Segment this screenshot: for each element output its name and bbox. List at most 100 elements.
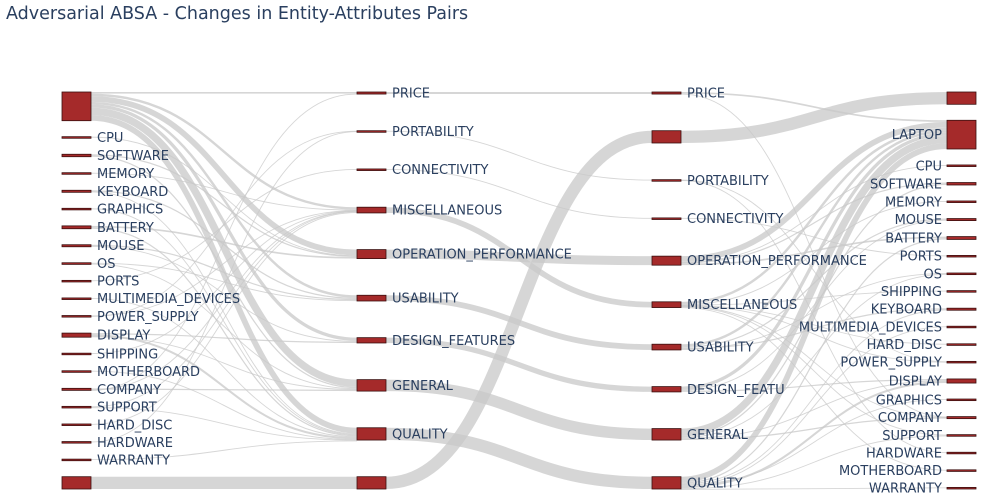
label-c4_graphics: GRAPHICS <box>876 393 942 408</box>
node-c4_multimedia[interactable] <box>946 325 977 329</box>
node-c1_graphics[interactable] <box>61 207 92 211</box>
link-c1_memory-c2_misc <box>90 172 358 211</box>
link-c1_company-c2_general <box>90 388 358 392</box>
node-c1_keyboard[interactable] <box>61 189 92 193</box>
node-c2_usability[interactable] <box>356 294 387 302</box>
link-c3_design-c4_laptop <box>680 132 948 390</box>
node-c2_portability[interactable] <box>356 130 387 133</box>
node-c2_general[interactable] <box>356 379 387 392</box>
node-c4_graphics[interactable] <box>946 398 977 402</box>
link-c2_quality-c3_quality <box>385 427 653 489</box>
node-c1_company[interactable] <box>61 387 92 391</box>
node-c4_warranty[interactable] <box>946 486 977 490</box>
node-c1_blank_bottom[interactable] <box>61 476 92 490</box>
node-c2_price[interactable] <box>356 91 387 95</box>
label-c2_misc: MISCELLANEOUS <box>392 204 502 219</box>
node-c1_support[interactable] <box>61 405 92 409</box>
link-c3_general-c4_display <box>680 380 948 439</box>
node-c3_connectivity[interactable] <box>651 217 682 220</box>
node-c4_company[interactable] <box>946 416 977 420</box>
node-c4_mouse[interactable] <box>946 218 977 221</box>
label-c3_misc: MISCELLANEOUS <box>687 298 797 313</box>
node-c4_memory[interactable] <box>946 200 977 203</box>
label-c1_os: OS <box>97 257 115 272</box>
node-c4_battery[interactable] <box>946 236 977 240</box>
node-c1_battery[interactable] <box>61 225 92 230</box>
label-c3_general: GENERAL <box>687 428 749 443</box>
link-c1_company-c2_misc <box>90 210 358 391</box>
node-c1_harddisc[interactable] <box>61 423 92 426</box>
label-c3_usability: USABILITY <box>687 341 754 356</box>
label-c4_keyboard: KEYBOARD <box>871 303 942 318</box>
node-c4_software[interactable] <box>946 182 977 186</box>
node-c3_misc[interactable] <box>651 301 682 308</box>
node-c1_power[interactable] <box>61 315 92 318</box>
node-c3_price[interactable] <box>651 91 682 95</box>
link-c1_power-c2_misc <box>90 210 358 317</box>
node-c4_power[interactable] <box>946 360 977 364</box>
link-c3_quality-c4_multimedia <box>680 326 948 487</box>
node-c1_mouse[interactable] <box>61 244 92 248</box>
node-c1_shipping[interactable] <box>61 352 92 356</box>
node-c1_os[interactable] <box>61 262 92 265</box>
node-c4_hardware[interactable] <box>946 451 977 455</box>
link-c2_portability-c3_portability <box>385 130 653 181</box>
nodes-layer <box>61 91 977 490</box>
node-c1_software[interactable] <box>61 153 92 158</box>
link-c3_quality-c4_keyboard <box>680 309 948 485</box>
link-c1_multimedia-c2_quality <box>90 297 358 438</box>
node-c2_opperf[interactable] <box>356 249 387 260</box>
node-c4_laptop[interactable] <box>946 119 977 150</box>
node-c2_connectivity[interactable] <box>356 168 387 171</box>
link-c1_support-c2_misc <box>90 211 358 408</box>
label-c1_ports: PORTS <box>97 275 139 290</box>
node-c4_harddisc[interactable] <box>946 343 977 346</box>
node-c3_general[interactable] <box>651 428 682 441</box>
node-c1_multimedia[interactable] <box>61 297 92 300</box>
link-c3_quality-c4_laptop <box>680 143 948 483</box>
node-c2_blank[interactable] <box>356 476 387 490</box>
link-c1_cpu-c2_opperf <box>90 136 358 257</box>
link-c1_blank_top-c2_opperf <box>90 96 358 256</box>
label-c3_portability: PORTABILITY <box>687 174 769 189</box>
node-c4_keyboard[interactable] <box>946 307 977 311</box>
node-c4_support[interactable] <box>946 434 977 437</box>
node-c4_motherboard[interactable] <box>946 469 977 472</box>
link-c3_price-c4_laptop <box>680 92 948 122</box>
node-c4_shipping[interactable] <box>946 290 977 293</box>
node-c1_display[interactable] <box>61 332 92 338</box>
node-c3_portability[interactable] <box>651 179 682 182</box>
link-c3_usability-c4_keyboard <box>680 308 948 350</box>
node-c2_design[interactable] <box>356 337 387 344</box>
node-c3_usability[interactable] <box>651 343 682 351</box>
node-c3_quality[interactable] <box>651 476 682 490</box>
link-c3_misc-c4_laptop <box>680 127 948 305</box>
label-c4_memory: MEMORY <box>885 195 942 210</box>
link-c1_display-c2_general <box>90 336 358 390</box>
node-c4_os[interactable] <box>946 272 977 276</box>
node-c1_hardware[interactable] <box>61 441 92 444</box>
node-c1_motherboard[interactable] <box>61 370 92 373</box>
label-c2_design: DESIGN_FEATURES <box>392 334 515 349</box>
link-c1_mouse-c2_usability <box>90 244 358 301</box>
node-c4_ports[interactable] <box>946 255 977 258</box>
link-c1_display-c2_quality <box>90 334 358 440</box>
node-c4_display[interactable] <box>946 378 977 384</box>
node-c3_opperf[interactable] <box>651 255 682 266</box>
node-c3_design[interactable] <box>651 386 682 393</box>
node-c2_misc[interactable] <box>356 206 387 214</box>
node-c1_warranty[interactable] <box>61 458 92 462</box>
node-c3_blank[interactable] <box>651 130 682 144</box>
link-c3_misc-c4_power <box>680 305 948 363</box>
label-c4_software: SOFTWARE <box>870 177 942 192</box>
node-c1_cpu[interactable] <box>61 136 92 139</box>
node-c1_ports[interactable] <box>61 279 92 283</box>
link-c3_quality-c4_warranty <box>680 487 948 490</box>
link-c1_motherboard-c2_quality <box>90 370 358 441</box>
node-c4_blank[interactable] <box>946 91 977 105</box>
node-c1_blank_top[interactable] <box>61 91 92 122</box>
label-c4_multimedia: MULTIMEDIA_DEVICES <box>799 321 942 336</box>
node-c1_memory[interactable] <box>61 172 92 175</box>
node-c4_cpu[interactable] <box>946 164 977 167</box>
node-c2_quality[interactable] <box>356 427 387 441</box>
